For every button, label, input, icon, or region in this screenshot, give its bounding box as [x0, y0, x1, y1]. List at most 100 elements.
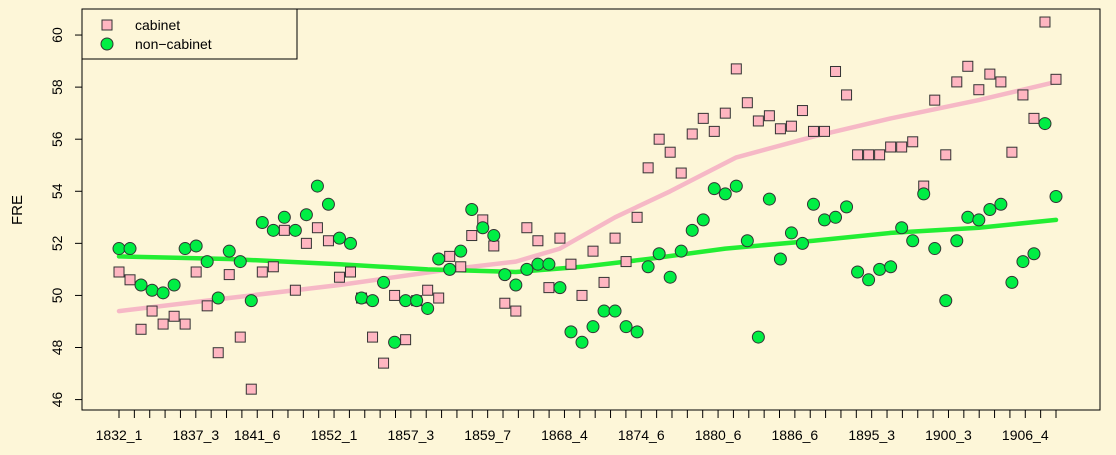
x-tick-label: 1832_1 [96, 427, 143, 443]
x-tick-label: 1895_3 [848, 427, 895, 443]
cabinet-point [146, 305, 158, 317]
non-cabinet-point [619, 320, 633, 334]
non-cabinet-point [310, 179, 324, 193]
plot-frame [81, 8, 1101, 411]
non-cabinet-point [806, 197, 820, 211]
x-tick-label: 1859_7 [464, 427, 511, 443]
non-cabinet-point [564, 325, 578, 339]
non-cabinet-point [332, 231, 346, 245]
cabinet-point [763, 110, 775, 122]
non-cabinet-point [707, 182, 721, 196]
non-cabinet-point [542, 257, 556, 271]
cabinet-point [466, 230, 478, 242]
cabinet-point [631, 211, 643, 223]
non-cabinet-point [685, 223, 699, 237]
non-cabinet-point [983, 203, 997, 216]
cabinet-point [444, 250, 456, 262]
non-cabinet-point [961, 210, 975, 224]
non-cabinet-point [321, 197, 335, 211]
y-tick-label: 48 [49, 340, 65, 356]
non-cabinet-point [652, 247, 666, 261]
cabinet-point [322, 235, 334, 247]
non-cabinet-point [1005, 275, 1019, 289]
cabinet-point [311, 222, 323, 234]
cabinet-point [554, 232, 566, 244]
y-tick-label: 58 [49, 79, 65, 95]
non-cabinet-point [608, 304, 622, 318]
cabinet-point [984, 68, 996, 80]
cabinet-point [1028, 112, 1040, 124]
non-cabinet-point [917, 187, 931, 201]
y-tick-label: 50 [49, 287, 65, 303]
y-tick-label: 54 [49, 183, 65, 199]
non-cabinet-point [343, 236, 357, 250]
x-tick-label: 1852_1 [311, 427, 358, 443]
non-cabinet-point [1027, 247, 1041, 261]
cabinet-point [675, 167, 687, 179]
legend-marker-non-cabinet [100, 37, 114, 51]
cabinet-point [962, 60, 974, 72]
non-cabinet-point [487, 229, 501, 243]
non-cabinet-point [575, 335, 589, 349]
cabinet-point [565, 258, 577, 270]
cabinet-point [389, 289, 401, 301]
cabinet-point [852, 149, 864, 161]
cabinet-point [587, 245, 599, 257]
cabinet-point [267, 261, 279, 273]
cabinet-point [422, 284, 434, 296]
non-cabinet-point [895, 221, 909, 235]
non-cabinet-point [178, 242, 192, 256]
cabinet-point [863, 149, 875, 161]
cabinet-point [620, 256, 632, 268]
non-cabinet-point [663, 270, 677, 284]
y-axis-label: FRE [9, 195, 26, 225]
non-cabinet-point [795, 236, 809, 250]
non-cabinet-point [994, 197, 1008, 211]
y-tick-label: 60 [49, 27, 65, 43]
non-cabinet-point [729, 179, 743, 193]
non-cabinet-point [630, 325, 644, 339]
non-cabinet-point [454, 244, 468, 258]
cabinet-point [940, 149, 952, 161]
non-cabinet-point [906, 234, 920, 248]
non-cabinet-point [718, 187, 732, 201]
non-cabinet-point [597, 304, 611, 318]
cabinet-point [929, 94, 941, 106]
x-tick-label: 1900_3 [925, 427, 972, 443]
cabinet-point [576, 289, 588, 301]
non-cabinet-point [366, 294, 380, 308]
non-cabinet-point [851, 265, 865, 279]
non-cabinet-point [553, 281, 567, 295]
cabinet-point [752, 115, 764, 127]
cabinet-point [708, 125, 720, 137]
cabinet-point [1050, 73, 1062, 85]
non-cabinet-point [377, 275, 391, 289]
cabinet-point [995, 76, 1007, 88]
non-cabinet-point [740, 234, 754, 248]
non-cabinet-point [829, 210, 843, 224]
cabinet-point [609, 232, 621, 244]
non-cabinet-point [299, 208, 313, 222]
non-cabinet-point [145, 283, 159, 297]
cabinet-point [124, 274, 136, 286]
cabinet-point [1006, 146, 1018, 158]
x-tick-label: 1837_3 [172, 427, 219, 443]
non-cabinet-point [762, 192, 776, 206]
cabinet-point [378, 357, 390, 369]
cabinet-point [278, 224, 290, 236]
non-cabinet-point [465, 203, 479, 216]
non-cabinet-point [288, 223, 302, 237]
cabinet-point [135, 323, 147, 335]
trend-line-cabinet [116, 79, 1059, 314]
non-cabinet-point [277, 210, 291, 224]
non-cabinet-point [421, 301, 435, 315]
y-tick-label: 46 [49, 392, 65, 408]
cabinet-point [543, 282, 555, 294]
non-cabinet-point [432, 252, 446, 266]
x-tick-label: 1880_6 [695, 427, 742, 443]
legend-label-non-cabinet: non−cabinet [135, 36, 212, 52]
cabinet-point [433, 292, 445, 304]
non-cabinet-point [1016, 255, 1030, 269]
cabinet-point [774, 123, 786, 135]
